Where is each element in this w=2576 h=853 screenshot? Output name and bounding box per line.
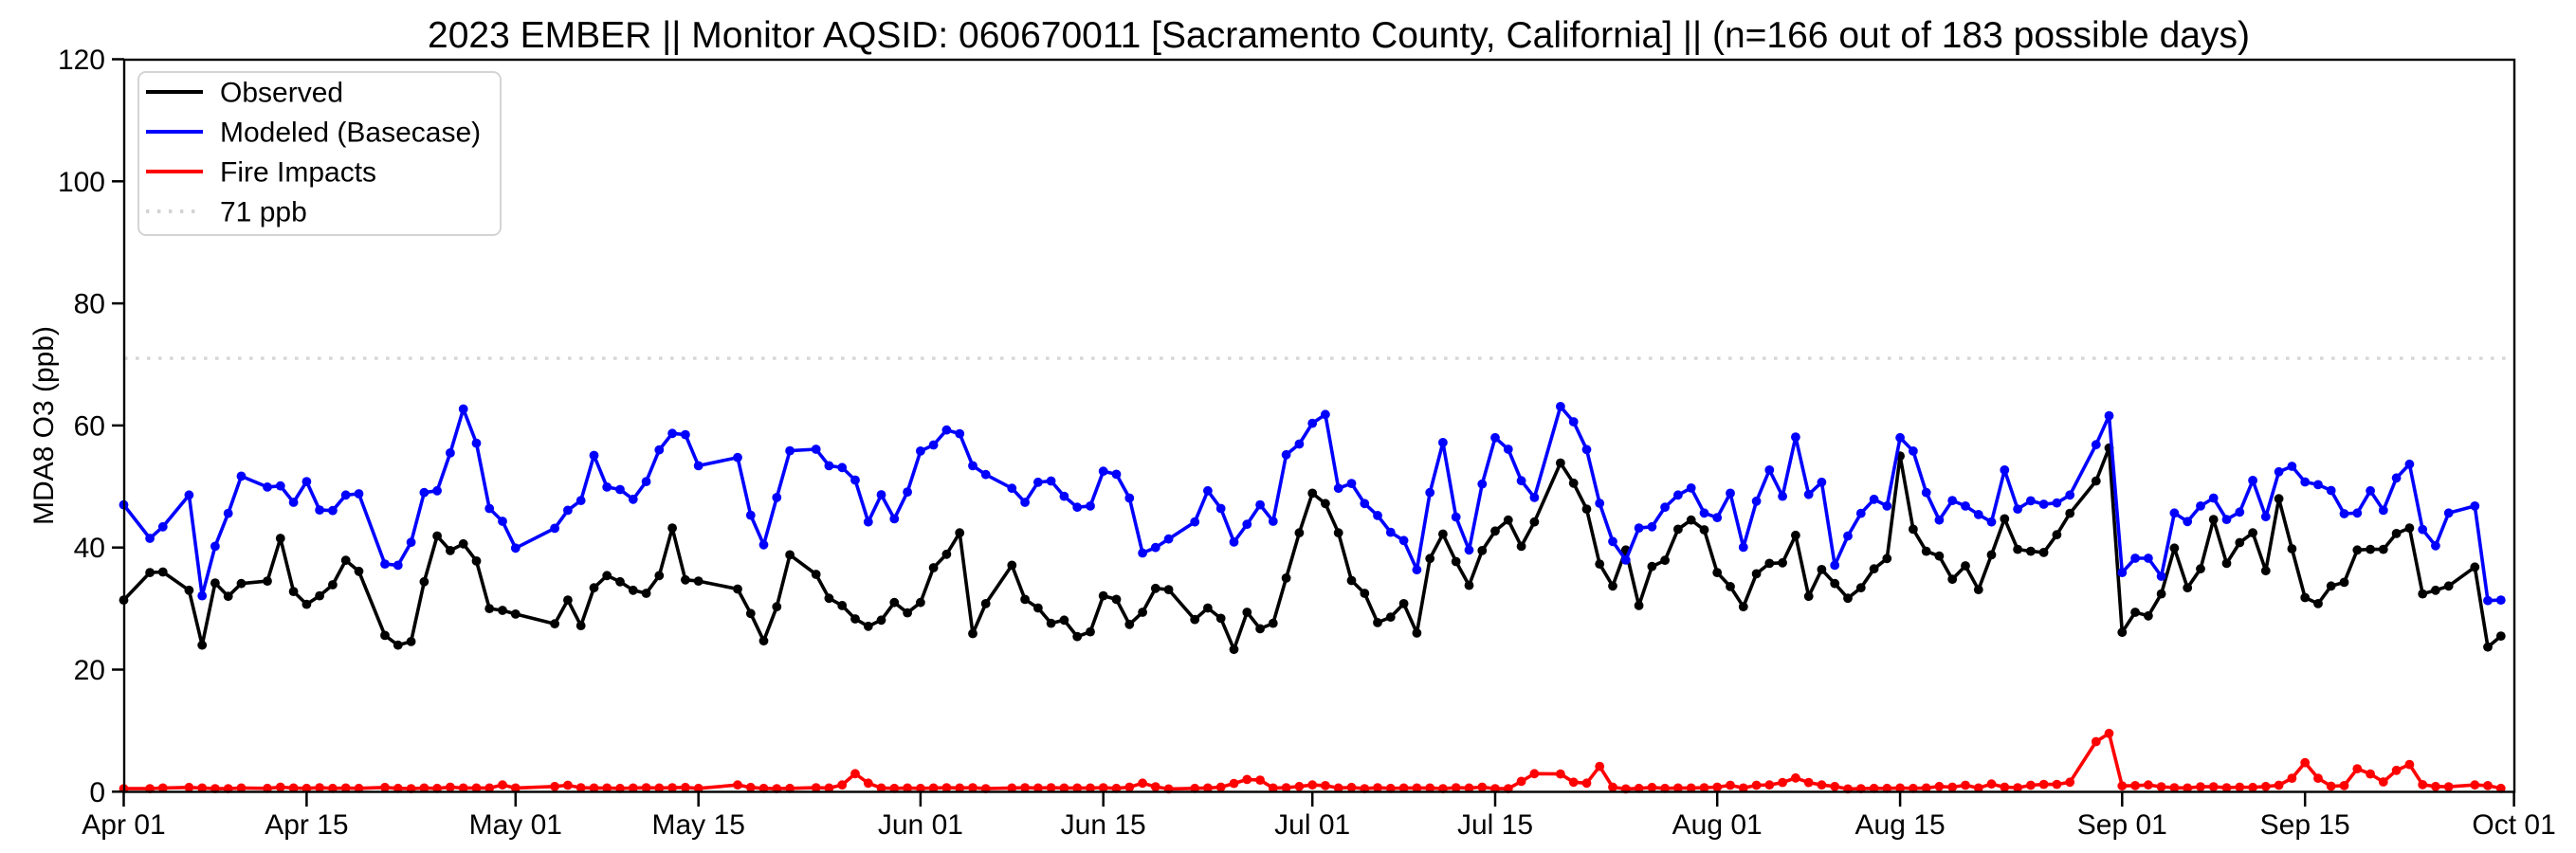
svg-text:71 ppb: 71 ppb [220, 197, 307, 228]
svg-text:0: 0 [89, 777, 105, 808]
svg-text:Jul 01: Jul 01 [1274, 809, 1350, 841]
svg-text:Apr 01: Apr 01 [82, 809, 165, 841]
svg-text:MDA8 O3 (ppb): MDA8 O3 (ppb) [28, 326, 60, 525]
svg-text:Sep 15: Sep 15 [2260, 809, 2350, 841]
svg-text:Apr 15: Apr 15 [265, 809, 348, 841]
svg-text:May 01: May 01 [469, 809, 562, 841]
svg-text:2023 EMBER || Monitor AQSID: 0: 2023 EMBER || Monitor AQSID: 060670011 [… [428, 15, 2250, 56]
svg-text:100: 100 [58, 167, 105, 198]
svg-text:Fire Impacts: Fire Impacts [220, 157, 376, 189]
svg-text:Observed: Observed [220, 78, 343, 109]
svg-text:20: 20 [74, 655, 105, 686]
svg-text:May 15: May 15 [652, 809, 745, 841]
svg-text:Aug 01: Aug 01 [1672, 809, 1763, 841]
svg-text:Jun 01: Jun 01 [878, 809, 963, 841]
svg-text:120: 120 [58, 45, 105, 76]
svg-text:80: 80 [74, 289, 105, 320]
svg-text:Sep 01: Sep 01 [2077, 809, 2167, 841]
svg-text:Aug 15: Aug 15 [1855, 809, 1946, 841]
svg-text:40: 40 [74, 533, 105, 564]
svg-text:Modeled (Basecase): Modeled (Basecase) [220, 118, 481, 149]
svg-text:60: 60 [74, 410, 105, 442]
svg-text:Jun 15: Jun 15 [1061, 809, 1146, 841]
svg-text:Oct 01: Oct 01 [2472, 809, 2555, 841]
svg-text:Jul 15: Jul 15 [1457, 809, 1533, 841]
